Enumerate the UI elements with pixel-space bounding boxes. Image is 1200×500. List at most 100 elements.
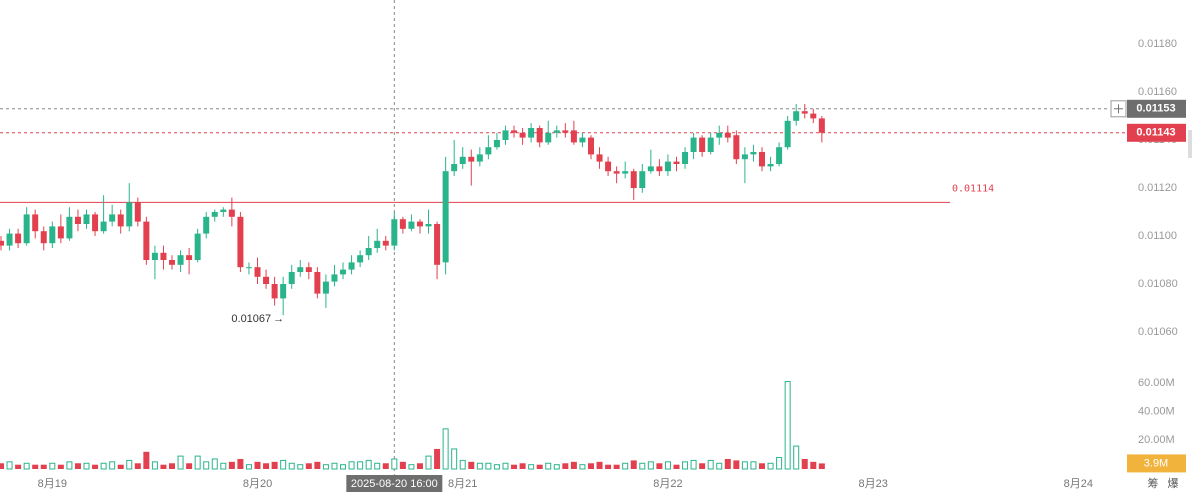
volume-bar bbox=[391, 458, 398, 470]
last-volume-label: 3.9M bbox=[1144, 457, 1168, 469]
candle-body bbox=[682, 152, 689, 164]
volume-bar bbox=[451, 448, 458, 470]
candle-body bbox=[74, 216, 81, 224]
volume-bar bbox=[459, 459, 466, 470]
volume-bar bbox=[605, 464, 612, 469]
candle-body bbox=[741, 154, 748, 160]
candle-body bbox=[203, 216, 210, 234]
volume-bar bbox=[6, 461, 13, 470]
candle-body bbox=[6, 233, 13, 246]
candle-body bbox=[579, 137, 586, 143]
volume-bar bbox=[220, 462, 227, 470]
candle-body bbox=[776, 147, 783, 164]
volume-bar bbox=[314, 461, 321, 469]
candle-body bbox=[126, 202, 133, 227]
candle-body bbox=[340, 269, 347, 275]
volume-bar bbox=[365, 459, 372, 470]
volume-bar bbox=[801, 458, 808, 469]
volume-bar bbox=[587, 463, 594, 469]
candle-body bbox=[66, 216, 73, 239]
volume-bar bbox=[263, 463, 270, 469]
volume-bar bbox=[117, 464, 124, 469]
candle-body bbox=[40, 231, 47, 244]
candle-body bbox=[305, 267, 312, 272]
volume-bar bbox=[639, 462, 646, 470]
candle-body bbox=[92, 214, 99, 232]
candle-body bbox=[15, 233, 22, 244]
candle-body bbox=[143, 221, 150, 260]
candle-body bbox=[750, 152, 757, 155]
candle-body bbox=[639, 171, 646, 188]
candle-body bbox=[109, 214, 116, 222]
volume-tick-label: 40.00M bbox=[1138, 406, 1175, 418]
crosshair-time-box bbox=[346, 475, 443, 492]
candle-body bbox=[391, 219, 398, 246]
candle-body bbox=[545, 132, 552, 143]
candle-body bbox=[570, 130, 577, 143]
candle-body bbox=[451, 164, 458, 172]
candle-body bbox=[288, 272, 295, 284]
crosshair-time-label: 2025-08-20 16:00 bbox=[351, 478, 438, 490]
candle-body bbox=[297, 267, 304, 272]
candle-body bbox=[605, 161, 612, 172]
candle-body bbox=[32, 214, 39, 232]
volume-tick-label: 60.00M bbox=[1138, 377, 1175, 389]
min-arrow: → bbox=[273, 313, 284, 325]
candle-body bbox=[485, 147, 492, 155]
candle-body bbox=[656, 166, 663, 172]
candle-body bbox=[767, 164, 774, 167]
volume-bar bbox=[109, 461, 116, 470]
candle-body bbox=[237, 216, 244, 268]
x-tick-label: 8月19 bbox=[38, 478, 67, 490]
volume-bar bbox=[818, 463, 825, 469]
candle-body bbox=[365, 248, 372, 256]
volume-bar bbox=[682, 461, 689, 470]
candle-body bbox=[502, 130, 509, 140]
volume-bar bbox=[228, 461, 235, 469]
y-tick-label: 0.01200 bbox=[1138, 0, 1178, 2]
last-price-box bbox=[1127, 123, 1186, 142]
volume-bar bbox=[750, 461, 757, 470]
scrollbar bbox=[1188, 130, 1192, 158]
candle-body bbox=[220, 209, 227, 212]
volume-bar bbox=[545, 462, 552, 470]
crosshair-price-label: 0.01153 bbox=[1136, 103, 1175, 115]
crosshair-price-box bbox=[1127, 99, 1186, 118]
y-tick-label: 0.01100 bbox=[1138, 230, 1177, 242]
candle-body bbox=[622, 171, 629, 174]
candle-body bbox=[673, 161, 680, 164]
volume-bar bbox=[699, 463, 706, 469]
candle-body bbox=[134, 202, 141, 222]
volume-bar bbox=[203, 461, 210, 470]
candle-body bbox=[177, 255, 184, 265]
volume-bar bbox=[305, 463, 312, 469]
candle-body bbox=[408, 221, 415, 229]
candle-body bbox=[468, 156, 475, 162]
volume-bar bbox=[776, 457, 783, 470]
candle-body bbox=[151, 252, 158, 260]
candle-body bbox=[314, 272, 321, 294]
corner-label: 筹 bbox=[1148, 476, 1159, 490]
candle-body bbox=[690, 137, 697, 152]
candle-body bbox=[211, 212, 218, 217]
volume-bar bbox=[630, 460, 637, 469]
candle-body bbox=[348, 262, 355, 270]
candle-body bbox=[647, 166, 654, 172]
candle-body bbox=[263, 276, 270, 284]
candle-body bbox=[280, 284, 287, 299]
volume-bar bbox=[40, 464, 47, 469]
min-label: 0.01067 bbox=[231, 313, 271, 325]
candle-body bbox=[83, 214, 90, 224]
candle-body bbox=[23, 214, 30, 244]
volume-bar bbox=[348, 461, 355, 470]
candle-body bbox=[57, 226, 64, 239]
volume-bar bbox=[493, 464, 500, 470]
volume-bar bbox=[690, 459, 697, 470]
x-tick-label: 8月24 bbox=[1064, 478, 1093, 490]
candle-body bbox=[322, 281, 329, 294]
volume-bar bbox=[511, 464, 518, 469]
candle-body bbox=[733, 135, 740, 160]
volume-bar bbox=[83, 462, 90, 470]
volume-bar bbox=[177, 455, 184, 470]
